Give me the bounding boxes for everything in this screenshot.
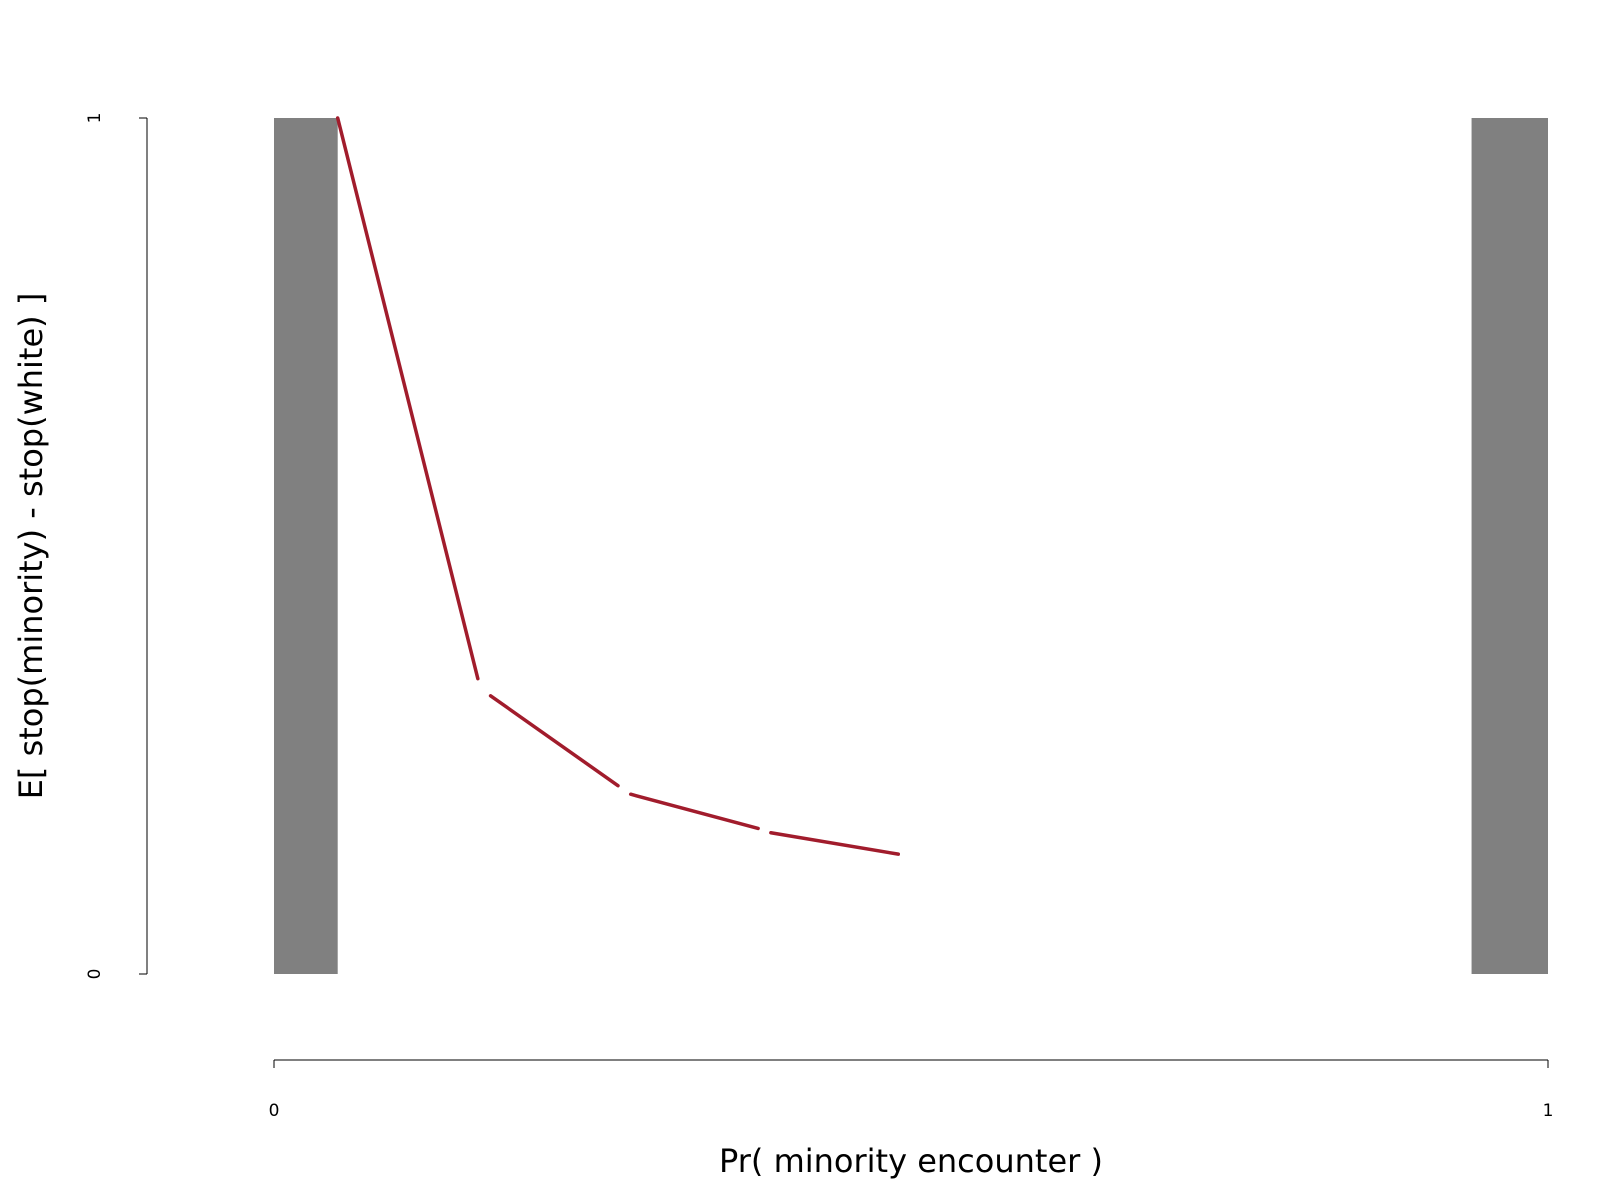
line-segment-0-0	[335, 116, 480, 681]
y-tick-label-1: 1	[85, 113, 105, 124]
line-segment-0-3	[769, 831, 901, 856]
y-tick-label-0: 0	[85, 969, 105, 980]
x-axis-title: Pr( minority encounter )	[719, 1142, 1103, 1180]
shaded-band-1	[1471, 118, 1548, 974]
line-layer	[335, 116, 901, 856]
line-segment-0-1	[488, 694, 620, 788]
x-tick-label-0: 0	[269, 1101, 280, 1121]
x-tick-label-1: 1	[1543, 1101, 1554, 1121]
line-segment-0-2	[628, 792, 760, 831]
y-axis-title: E[ stop(minority) - stop(white) ]	[12, 293, 50, 800]
bands-layer	[274, 118, 1548, 974]
shaded-band-0	[274, 118, 338, 974]
